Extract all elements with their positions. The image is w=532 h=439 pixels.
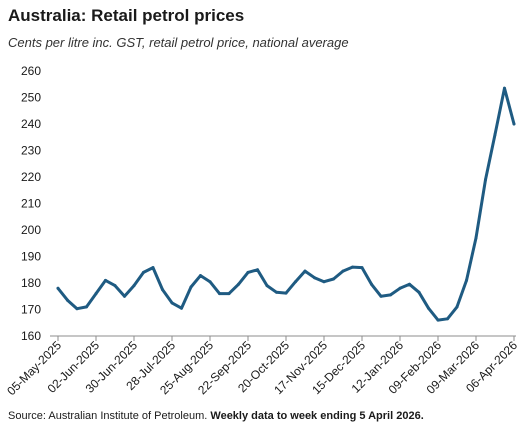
y-tick-label: 220 [21,170,41,184]
data-point [503,86,506,90]
data-point [322,280,326,284]
data-point [379,294,383,298]
source-note: Source: Australian Institute of Petroleu… [8,410,424,422]
data-point [75,307,79,311]
series-line-0 [56,86,516,322]
data-point [237,282,240,286]
data-point [493,133,497,137]
data-point [94,292,98,296]
data-point [512,122,516,126]
data-point [294,280,297,284]
data-point [370,282,373,286]
y-tick-label: 260 [21,64,41,78]
data-point [180,306,183,310]
data-point [275,290,278,294]
data-point [341,269,345,273]
data-point [313,276,316,280]
y-tick-label: 190 [21,250,41,264]
data-point [170,301,174,305]
data-point [427,306,430,310]
data-point [265,284,269,288]
data-point [56,286,60,290]
chart-title: Australia: Retail petrol prices [8,6,245,25]
data-point [360,266,364,270]
chart-subtitle: Cents per litre inc. GST, retail petrol … [8,35,349,50]
data-point [66,298,69,302]
data-point [474,236,478,240]
data-point [256,268,259,272]
y-tick-label: 210 [21,197,41,211]
data-point [351,265,354,269]
data-point [332,277,335,281]
data-point [161,288,164,292]
data-note: Weekly data to week ending 5 April 2026. [210,410,424,422]
data-point [199,274,202,278]
data-point [246,270,250,274]
data-point [436,318,440,322]
data-point [132,284,136,288]
data-point [408,282,411,286]
data-point [484,178,487,182]
data-point [113,284,117,288]
data-point [389,293,392,297]
data-point [446,317,449,321]
series-layer [56,86,516,322]
data-point [104,278,107,282]
y-tick-label: 180 [21,276,41,290]
y-tick-label: 250 [21,91,41,105]
x-axis-ticks: 05-May-202502-Jun-202530-Jun-202528-Jul-… [4,336,520,398]
data-point [303,269,307,273]
data-point [218,292,221,296]
y-tick-label: 160 [21,329,41,343]
y-tick-label: 200 [21,223,41,237]
data-point [142,270,145,274]
y-tick-label: 170 [21,303,41,317]
data-point [465,278,468,282]
data-point [455,305,459,309]
data-point [151,266,155,270]
data-point [284,291,288,295]
y-tick-label: 240 [21,117,41,131]
data-point [189,285,193,289]
source-text: Source: Australian Institute of Petroleu… [8,410,208,422]
y-tick-label: 230 [21,144,41,158]
data-point [85,305,88,309]
data-point [208,280,212,284]
data-point [417,290,421,294]
data-point [123,294,126,298]
data-point [227,292,231,296]
data-point [398,286,402,290]
y-axis-ticks: 160 170 180 190 200 210 220 230 240 250 260 [21,64,41,343]
